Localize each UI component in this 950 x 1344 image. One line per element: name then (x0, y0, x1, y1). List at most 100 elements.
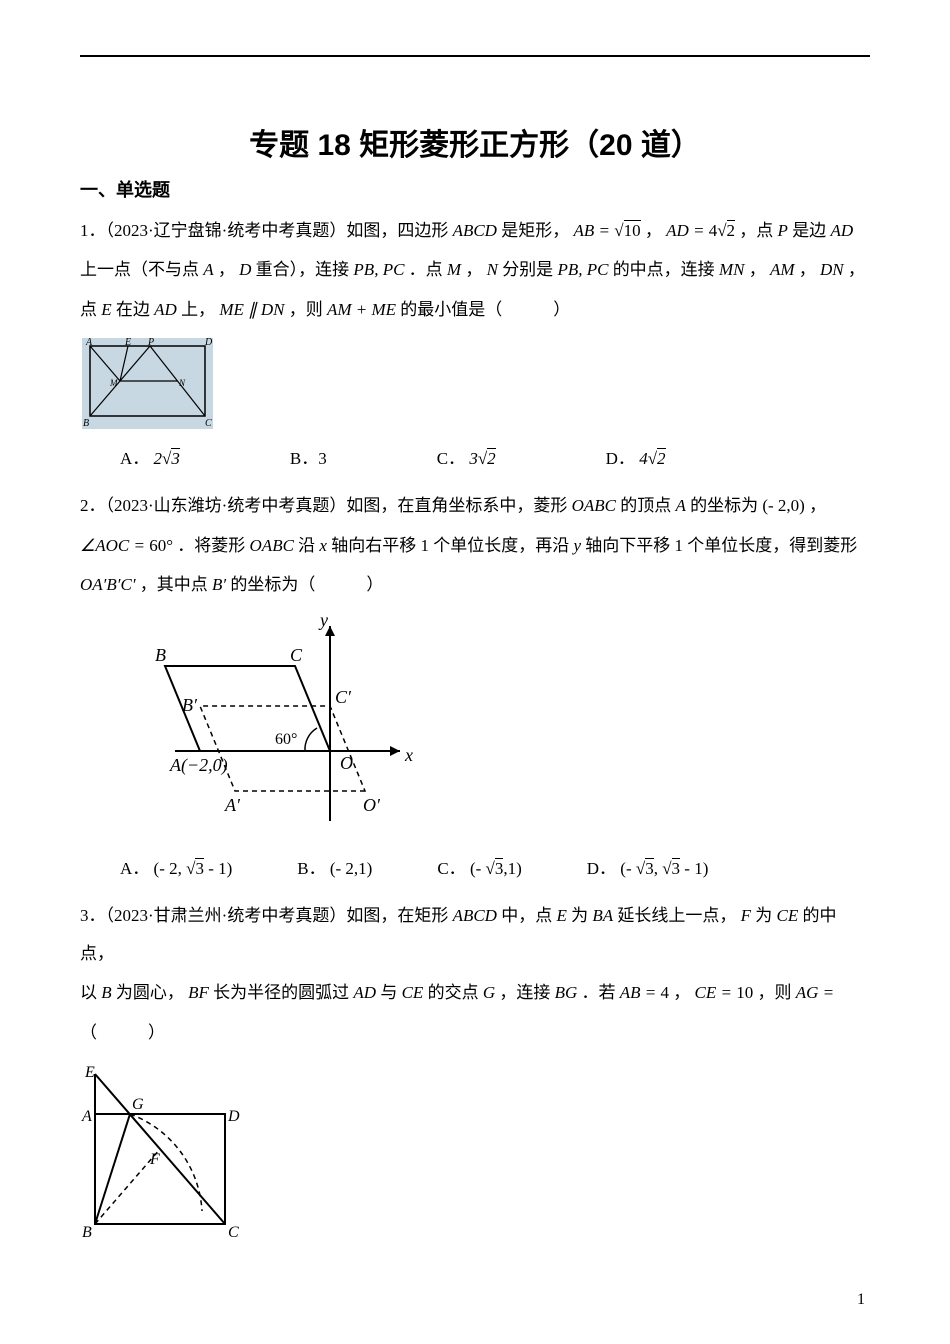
question-2: 2．（2023·山东潍坊·统考中考真题）如图，在直角坐标系中，菱形 OABC 的… (80, 487, 870, 603)
svg-text:A: A (85, 337, 93, 348)
q3-t1: 中，点 (501, 906, 552, 925)
q1-t2: ， (645, 221, 662, 240)
q1-m-pbpc: PB, PC (353, 260, 404, 279)
q1-m-m: M (447, 260, 461, 279)
q3-m-ad: AD (353, 983, 376, 1002)
q2-optA-label: A． (120, 859, 149, 878)
q1-optC-label: C． (437, 449, 465, 468)
q2-options: A． (- 2, √3 - 1) B． (- 2,1) C． (- √3,1) … (120, 854, 870, 879)
q1-option-a: A． 2√3 (120, 444, 180, 469)
svg-text:F: F (149, 1151, 160, 1168)
q1-l2-9: ， (799, 260, 816, 279)
q1-svg: A E P D B C M N (80, 336, 215, 431)
svg-text:C: C (290, 645, 303, 665)
q3-l2-4: 与 (380, 983, 397, 1002)
q1-t3: ，点 (739, 221, 773, 240)
q2-optC-label: C． (437, 859, 465, 878)
q1-l2-10: ， (848, 260, 865, 279)
q2-m-a: A (675, 496, 685, 515)
q2-t2: 的坐标为 (690, 496, 758, 515)
section-header: 一、单选题 (80, 176, 870, 202)
q3-m-ce2: CE (402, 983, 424, 1002)
q1-m-d: D (239, 260, 251, 279)
q1-optD-val: 4√2 (639, 448, 665, 468)
q2-m-x: x (319, 536, 327, 555)
q1-math-ab: AB = √10 (573, 220, 640, 240)
q1-l3-5: 的最小值是（ ） (400, 300, 570, 319)
q2-m-aoc: ∠AOC = 60° (80, 536, 173, 555)
q1-optA-label: A． (120, 449, 149, 468)
q1-m-amme: AM + ME (327, 300, 396, 319)
q1-l2-7: 的中点，连接 (613, 260, 715, 279)
q2-option-a: A． (- 2, √3 - 1) (120, 854, 232, 879)
q3-l2-1: 以 (80, 983, 97, 1002)
q2-t1: 的顶点 (620, 496, 671, 515)
q3-l2-9: ，则 (757, 983, 791, 1002)
svg-text:A(−2,0): A(−2,0) (169, 755, 228, 776)
svg-text:B′: B′ (182, 695, 198, 715)
q3-m-e: E (556, 906, 566, 925)
q1-m-am: AM (770, 260, 795, 279)
q1-l2-8: ， (749, 260, 766, 279)
q1-m-a: A (203, 260, 213, 279)
q2-optA-val: (- 2, √3 - 1) (154, 858, 233, 878)
svg-text:E: E (124, 337, 131, 348)
q2-optD-val: (- √3, √3 - 1) (620, 858, 708, 878)
q1-l3-1: 点 (80, 300, 97, 319)
svg-text:O′: O′ (363, 795, 381, 815)
q1-t4: 是边 (792, 221, 826, 240)
q1-m-medn: ME ∥ DN (219, 300, 284, 319)
q2-figure: y x O A(−2,0) B C 60° O′ A′ B′ C′ (120, 611, 870, 846)
q1-number: 1． (80, 221, 106, 240)
q3-t2: 为 (571, 906, 588, 925)
q2-m-oabc2: OABC (250, 536, 294, 555)
q3-m-b: B (101, 983, 111, 1002)
q2-l2-2: 沿 (298, 536, 315, 555)
q2-t3: ， (809, 496, 826, 515)
q1-optC-val: 3√2 (469, 448, 495, 468)
q2-m-oabc3: OA′B′C′ (80, 575, 136, 594)
q2-svg: y x O A(−2,0) B C 60° O′ A′ B′ C′ (120, 611, 420, 841)
q2-optB-label: B． (297, 859, 325, 878)
q3-l2-2: 为圆心， (116, 983, 184, 1002)
svg-text:E: E (84, 1064, 95, 1081)
q1-source: （2023·辽宁盘锦·统考中考真题）如图，四边形 (106, 221, 449, 240)
q1-m-pbpc2: PB, PC (557, 260, 608, 279)
svg-text:N: N (178, 378, 186, 388)
svg-text:A: A (81, 1108, 92, 1125)
svg-text:A′: A′ (224, 795, 241, 815)
q1-l2-1: 上一点（不与点 (80, 260, 199, 279)
q1-l2-2: ， (218, 260, 235, 279)
q3-l2-6: ，连接 (499, 983, 550, 1002)
q2-source: （2023·山东潍坊·统考中考真题）如图，在直角坐标系中，菱形 (106, 496, 568, 515)
q1-m-n: N (487, 260, 498, 279)
q1-option-b: B．3 (290, 444, 327, 469)
q2-m-bp: B′ (212, 575, 226, 594)
q2-m-oabc: OABC (572, 496, 616, 515)
q2-l3-1: ，其中点 (140, 575, 208, 594)
q3-m-g: G (483, 983, 495, 1002)
q1-m-mn: MN (719, 260, 745, 279)
q3-figure: E A D G F B C (80, 1059, 870, 1244)
q1-math-ad: AD = 4√2 (666, 220, 735, 240)
q3-number: 3． (80, 906, 106, 925)
svg-text:G: G (132, 1096, 144, 1113)
q1-l3-2: 在边 (116, 300, 150, 319)
svg-text:B: B (82, 1224, 92, 1239)
q3-l2-7: ．若 (582, 983, 616, 1002)
page-number: 1 (857, 1291, 865, 1309)
q1-m-e: E (101, 300, 111, 319)
q1-options: A． 2√3 B．3 C． 3√2 D． 4√2 (120, 444, 870, 469)
question-3: 3．（2023·甘肃兰州·统考中考真题）如图，在矩形 ABCD 中，点 E 为 … (80, 897, 870, 1051)
q2-optC-val: (- √3,1) (470, 858, 522, 878)
q2-number: 2． (80, 496, 106, 515)
svg-text:D: D (227, 1108, 240, 1125)
q2-l2-1: ．将菱形 (177, 536, 245, 555)
page-title: 专题 18 矩形菱形正方形（20 道） (80, 120, 870, 164)
q3-l3-1: （ ） (80, 1023, 165, 1042)
q1-option-c: C． 3√2 (437, 444, 496, 469)
q1-math-ad2: AD (830, 221, 853, 240)
q3-t3: 延长线上一点， (617, 906, 736, 925)
q1-figure: A E P D B C M N (80, 336, 870, 436)
q1-l2-6: 分别是 (502, 260, 553, 279)
